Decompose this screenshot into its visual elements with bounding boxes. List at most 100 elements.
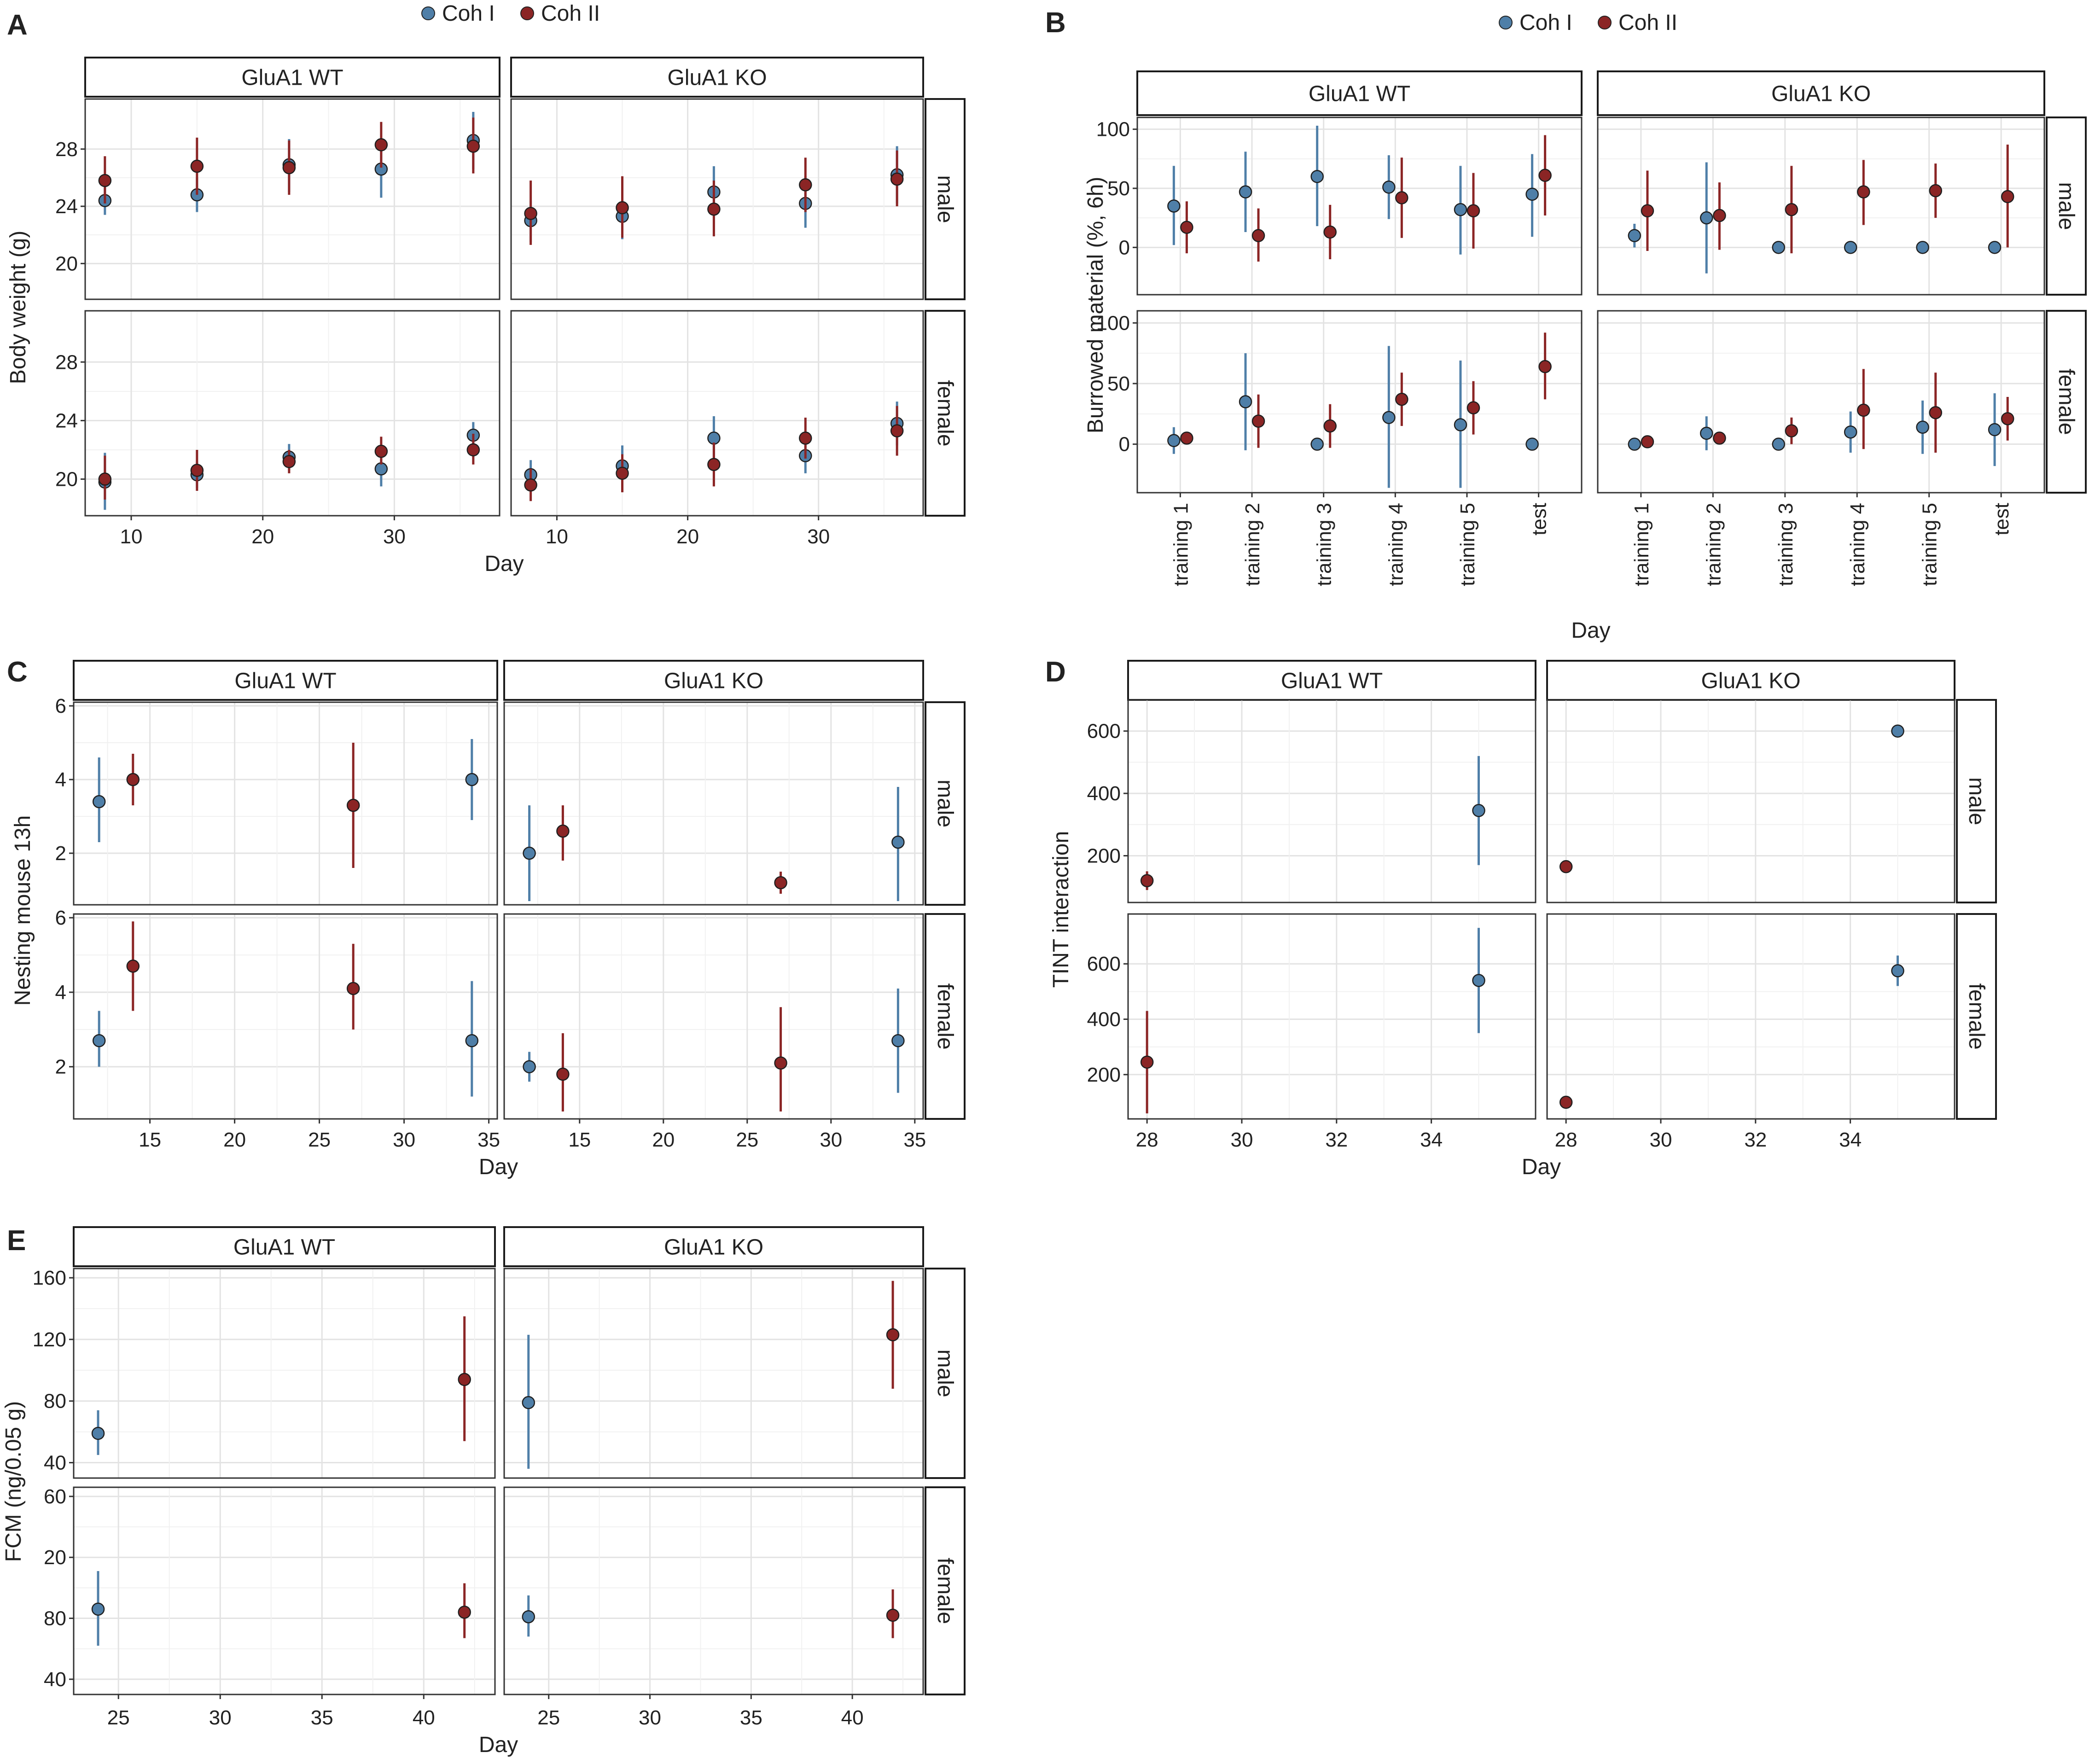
data-point (1310, 437, 1324, 451)
data-point (774, 1056, 787, 1070)
y-tick-label: 0 (1119, 236, 1130, 259)
panel-e: E GluA1 WT GluA1 KO male female 40 80 120 160 40 8… (1, 1225, 966, 1757)
strip-col-1 (1127, 660, 1536, 701)
y-tick-label: 160 (33, 1267, 66, 1289)
y-axis-title: TINT interaction (1049, 831, 1073, 988)
x-tick-label: 30 (383, 525, 406, 548)
facet-border (73, 1268, 496, 1479)
data-point (1239, 185, 1252, 198)
data-point (374, 444, 388, 458)
legend-label-1: Coh I (1519, 11, 1572, 35)
data-point (1454, 418, 1467, 431)
data-point (92, 795, 106, 809)
data-point (1772, 241, 1785, 254)
strip-col-1 (73, 1226, 496, 1267)
facet-border (73, 701, 498, 906)
legend-label-2: Coh II (541, 1, 600, 26)
facet-border (1597, 310, 2045, 494)
data-point (524, 207, 537, 220)
data-point (1559, 1095, 1573, 1109)
y-tick-label: 6 (55, 695, 66, 717)
strip-label-col-2: GluA1 KO (1701, 669, 1800, 693)
strip-label-col-2: GluA1 KO (667, 66, 767, 90)
data-point (1525, 187, 1539, 201)
panel-letter: B (1045, 7, 1066, 39)
data-point (126, 960, 140, 973)
data-point (1713, 209, 1726, 222)
panel-letter: A (7, 9, 28, 41)
facet-r1-c2 (503, 1268, 924, 1479)
data-point (1628, 437, 1641, 451)
strip-label-row-1: male (933, 175, 957, 223)
facet-border (503, 913, 924, 1120)
y-axis-title: Body weight (g) (6, 231, 30, 384)
strip-col-2 (503, 1226, 924, 1267)
data-point (1641, 435, 1654, 448)
strip-label-col-2: GluA1 KO (1771, 82, 1871, 106)
facet-border (503, 701, 924, 906)
x-tick-label: 28 (1136, 1129, 1158, 1151)
strip-row-1 (2046, 116, 2087, 296)
y-tick-label: 400 (1087, 782, 1121, 805)
strip-label-col-2: GluA1 KO (664, 669, 763, 693)
x-tick-label: 32 (1325, 1129, 1348, 1151)
x-tick-label: test (1528, 503, 1551, 536)
strip-col-1 (1136, 70, 1583, 116)
x-tick-label: training 4 (1846, 503, 1869, 586)
data-point (466, 443, 480, 457)
y-tick-label: 40 (44, 1452, 66, 1474)
y-tick-label: 100 (1096, 312, 1130, 334)
data-point (886, 1608, 900, 1622)
panel-b: B Coh I Coh II GluA1 WT GluA1 KO male female 0 5… (1045, 7, 2087, 643)
y-tick-label: 60 (44, 1485, 66, 1508)
data-point (1472, 804, 1485, 817)
panel-letter: E (7, 1225, 26, 1257)
x-tick-label: 40 (841, 1706, 864, 1729)
facet-r1-c2 (1546, 699, 1955, 903)
x-tick-label: 15 (568, 1129, 591, 1151)
data-point (98, 472, 112, 486)
data-point (1140, 874, 1154, 887)
x-tick-label: 20 (251, 525, 274, 548)
panel-a: A Coh I Coh II GluA1 WT GluA1 KO male female 20… (6, 1, 966, 576)
data-point (1472, 974, 1485, 987)
y-tick-label: 24 (55, 409, 78, 432)
data-point (1140, 1055, 1154, 1069)
data-point (523, 846, 536, 860)
data-point (1891, 964, 1904, 978)
facet-border (1127, 913, 1536, 1120)
strip-row-1 (925, 98, 966, 300)
strip-label-col-2: GluA1 KO (664, 1235, 763, 1260)
legend-label-2: Coh II (1618, 11, 1677, 35)
data-point (190, 159, 204, 173)
data-point (1180, 221, 1193, 234)
facet-border (510, 98, 924, 300)
facet-border (503, 1486, 924, 1695)
data-point (522, 1610, 535, 1624)
y-tick-label: 600 (1087, 720, 1121, 743)
x-tick-label: 20 (223, 1129, 246, 1151)
facet-border (1546, 913, 1955, 1120)
x-tick-label: training 2 (1702, 503, 1725, 586)
facet-r2-c2: 25 30 35 40 (503, 1486, 924, 1729)
x-tick-label: 34 (1420, 1129, 1443, 1151)
data-point (1857, 185, 1870, 198)
facet-r2-c1: 0 50 100 training 1 training 2 training 3 trai… (1096, 310, 1583, 586)
data-point (1538, 169, 1552, 182)
legend: Coh I Coh II (421, 1, 600, 26)
data-point (374, 138, 388, 151)
data-point (466, 140, 480, 153)
data-point (1538, 360, 1552, 373)
data-point (1772, 437, 1785, 451)
data-point (346, 798, 360, 812)
x-tick-label: 30 (1231, 1129, 1253, 1151)
data-point (98, 174, 112, 187)
x-tick-label: training 3 (1313, 503, 1336, 586)
data-point (126, 773, 140, 786)
data-point (92, 1034, 106, 1048)
x-tick-label: training 4 (1385, 503, 1407, 586)
data-point (890, 172, 904, 186)
x-axis-title: Day (1571, 618, 1610, 643)
facet-r2-c2: 10 20 30 (510, 310, 924, 548)
data-point (707, 203, 721, 216)
